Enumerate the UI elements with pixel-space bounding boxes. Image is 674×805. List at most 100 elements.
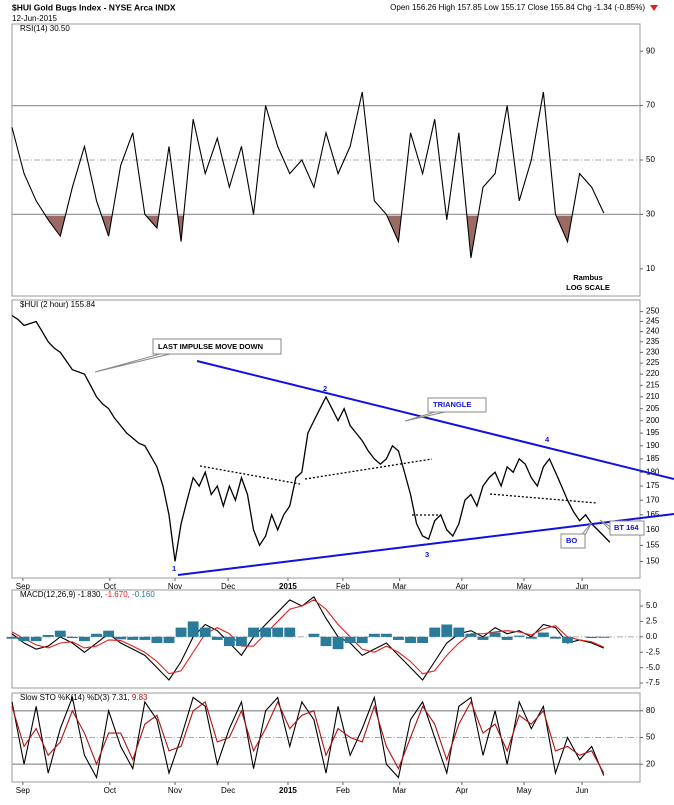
x-tick-label: Feb <box>336 786 350 795</box>
legend-entry: -0.160 <box>132 590 155 599</box>
histogram-bar <box>223 636 235 647</box>
y-tick-label: 10 <box>646 264 655 273</box>
y-tick-label: 235 <box>646 337 660 346</box>
callout-box <box>560 533 586 549</box>
x-tick-label: Jun <box>576 786 589 795</box>
callout-box <box>609 520 645 536</box>
neckline <box>304 458 433 480</box>
legend: Slow STO %K(14) %D(3) 7.31, 9.83 <box>20 693 148 702</box>
histogram-bar <box>393 636 404 640</box>
histogram-bar <box>489 632 501 637</box>
y-tick-label: -5.0 <box>646 663 660 672</box>
x-tick-label: Mar <box>393 582 407 591</box>
callout <box>94 353 171 373</box>
histogram-bar <box>356 636 368 644</box>
x-tick-label: May <box>516 786 531 795</box>
y-tick-label: 195 <box>646 428 660 437</box>
histogram-bar <box>562 636 573 644</box>
histogram-bar <box>211 636 223 640</box>
x-tick-label: Jun <box>576 582 589 591</box>
annotation: 2 <box>323 384 327 393</box>
annotations: LAST IMPULSE MOVE DOWN TRIANGLE 1 2 3 4 … <box>94 273 674 576</box>
histogram-bar <box>103 630 115 637</box>
histogram-bar <box>199 627 211 637</box>
histogram-bar <box>54 630 66 637</box>
y-tick-label: 170 <box>646 495 660 504</box>
annotation: LOG SCALE <box>566 283 610 292</box>
legend-title: RSI(14) 30.50 <box>20 24 70 33</box>
annotation: Rambus <box>573 273 603 282</box>
y-tick-label: 70 <box>646 101 655 110</box>
x-tick-label: Apr <box>456 582 469 591</box>
y-tick-label: 0.0 <box>646 632 658 641</box>
annotation: BT 164 <box>614 523 639 532</box>
histogram-bar <box>115 636 127 640</box>
legend: RSI(14) 30.50 <box>20 24 70 33</box>
annotation: 4 <box>545 435 550 444</box>
histogram-bar <box>42 634 54 637</box>
y-tick-label: 205 <box>646 404 660 413</box>
x-tick-label: Sep <box>16 582 31 591</box>
y-tick-label: 150 <box>646 557 660 566</box>
x-tick-label: Nov <box>168 786 182 795</box>
histogram-bar <box>163 636 175 644</box>
series-line <box>11 599 604 675</box>
y-tick-label: 220 <box>646 369 660 378</box>
histogram-bar <box>368 633 380 637</box>
date: 12-Jun-2015 <box>12 14 57 23</box>
histogram-bar <box>320 636 332 647</box>
histogram-bar <box>537 632 549 637</box>
y-tick-label: 2.5 <box>646 617 658 626</box>
histogram-bar <box>151 636 163 644</box>
chart-title: $HUI Gold Bugs Index - NYSE Arca INDX <box>12 2 176 12</box>
y-tick-label: 245 <box>646 317 660 326</box>
histogram-bar <box>6 636 18 639</box>
legend-entry: -1.830, <box>78 590 103 599</box>
histogram-bar <box>380 633 392 637</box>
x-tick-label: Sep <box>16 786 31 795</box>
histogram-bar <box>525 636 537 639</box>
legend: MACD(12,26,9) -1.830, -1.670, -0.160 <box>20 590 155 599</box>
y-tick-label: 50 <box>646 155 655 164</box>
y-tick-label: 80 <box>646 706 655 715</box>
histogram-bar <box>405 636 416 644</box>
x-tick-label: Mar <box>393 786 407 795</box>
histogram-bar <box>139 636 151 640</box>
x-tick-label: Nov <box>168 582 182 591</box>
y-tick-label: 215 <box>646 380 660 389</box>
annotation: 1 <box>172 564 176 573</box>
annotation: TRIANGLE <box>433 400 471 409</box>
legend-entry: 7.31, <box>112 693 130 702</box>
histogram-bar <box>477 636 489 640</box>
y-tick-label: 155 <box>646 540 660 549</box>
histogram-bar <box>513 635 525 637</box>
callout-box <box>152 338 282 355</box>
x-tick-label: 2015 <box>279 786 297 795</box>
y-tick-label: -2.5 <box>646 647 660 656</box>
quote: Open 156.26 High 157.85 Low 155.17 Close… <box>390 3 645 12</box>
callout <box>404 411 446 422</box>
annotation: 3 <box>425 550 429 559</box>
legend-title: MACD(12,26,9) <box>20 590 76 599</box>
y-tick-label: 175 <box>646 481 660 490</box>
callout-box <box>427 397 487 413</box>
histogram-bar <box>236 636 247 647</box>
histogram-bar <box>332 636 344 650</box>
y-tick-label: 50 <box>646 733 655 742</box>
histogram-bar <box>586 636 598 639</box>
histogram-bar <box>272 627 284 637</box>
annotation: BO <box>566 536 577 545</box>
y-tick-label: 185 <box>646 454 660 463</box>
histogram-bar <box>344 636 356 644</box>
legend-title: Slow STO %K(14) %D(3) <box>20 693 110 702</box>
panel <box>11 589 641 689</box>
annotation: LAST IMPULSE MOVE DOWN <box>158 342 263 351</box>
callout <box>579 521 593 538</box>
histogram-bar <box>465 633 477 637</box>
series-line <box>11 91 605 259</box>
histogram-bar <box>598 636 610 638</box>
y-tick-label: 210 <box>646 392 660 401</box>
histogram-bar <box>308 633 320 637</box>
y-tick-label: 20 <box>646 759 655 768</box>
